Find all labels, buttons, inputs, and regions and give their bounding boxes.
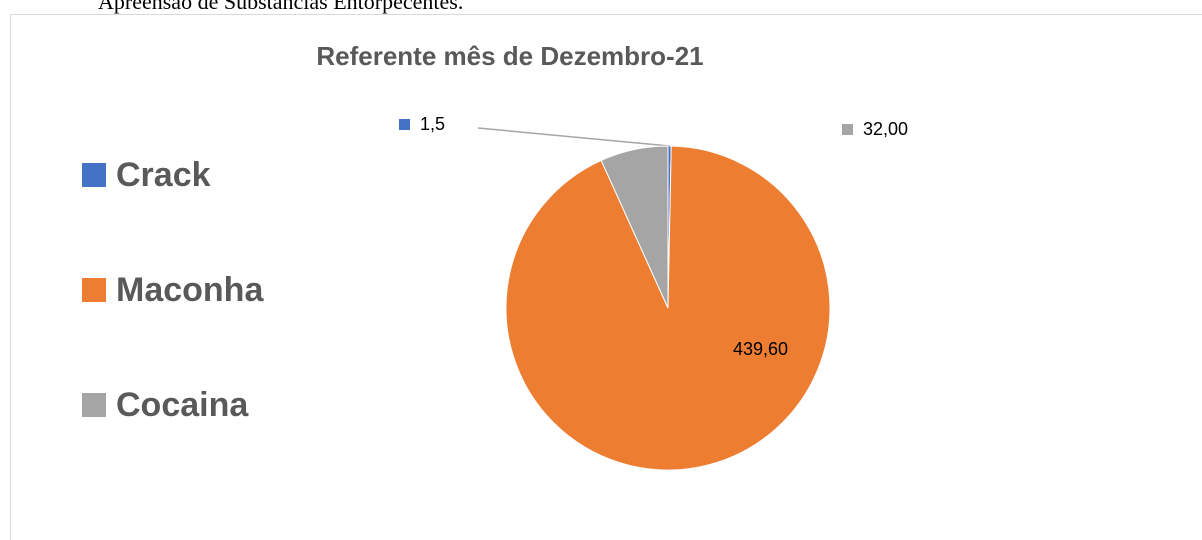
legend-label: Maconha xyxy=(116,271,264,309)
legend-label: Cocaina xyxy=(116,386,249,424)
data-label: 439,60 xyxy=(733,339,788,359)
pie-slice xyxy=(600,145,669,309)
legend-label: Crack xyxy=(116,156,211,194)
label-key xyxy=(842,124,853,135)
legend-swatch xyxy=(82,278,106,302)
leader-line xyxy=(477,127,670,147)
label-key xyxy=(399,119,410,130)
chart-title: Referente mês de Dezembro-21 xyxy=(316,41,703,71)
data-label: 32,00 xyxy=(863,119,908,139)
legend-swatch xyxy=(82,163,106,187)
heading: Apreensão de Substâncias Entorpecentes. xyxy=(98,0,463,14)
data-label: 1,5 xyxy=(420,114,445,134)
legend-swatch xyxy=(82,393,106,417)
